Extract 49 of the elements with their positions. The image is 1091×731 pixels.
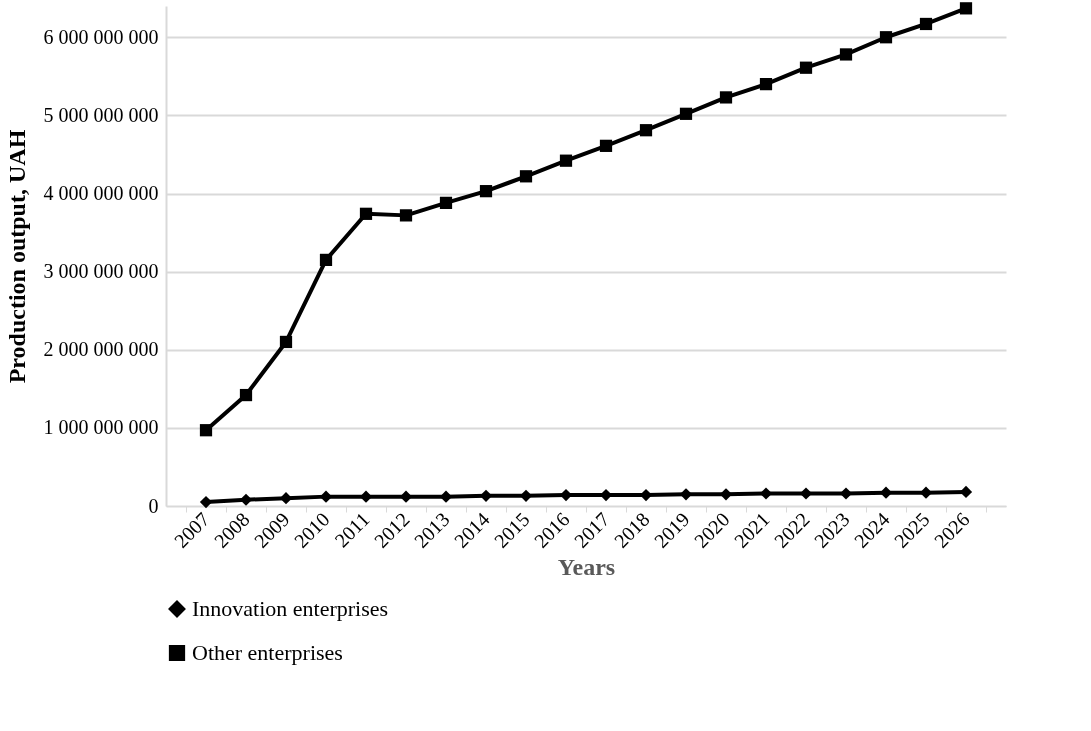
point — [479, 185, 493, 198]
point — [439, 196, 453, 209]
point — [679, 488, 693, 501]
point — [719, 91, 733, 104]
point — [759, 78, 773, 91]
point — [959, 2, 973, 15]
legend-label: Innovation enterprises — [192, 596, 389, 621]
point — [479, 489, 493, 502]
point — [799, 487, 813, 500]
y-tick-label: 1 000 000 000 — [43, 416, 159, 439]
y-tick-label: 3 000 000 000 — [43, 260, 159, 283]
point — [319, 490, 333, 503]
point — [919, 486, 933, 499]
point — [239, 388, 253, 402]
point — [279, 335, 293, 349]
point — [239, 493, 253, 506]
x-tick-label: 2011 — [330, 508, 374, 552]
point — [559, 154, 573, 167]
point — [839, 487, 853, 500]
point — [279, 492, 293, 505]
point — [359, 207, 373, 220]
point — [759, 487, 773, 500]
y-axis-title: Production output, UAH — [3, 129, 30, 384]
x-axis-title: Years — [557, 553, 616, 580]
point — [199, 424, 213, 437]
point — [519, 170, 533, 183]
y-tick-label: 4 000 000 000 — [43, 182, 159, 204]
point — [399, 490, 413, 503]
y-tick-label: 6 000 000 000 — [43, 25, 159, 48]
point — [639, 124, 653, 137]
y-tick-label: 5 000 000 000 — [43, 103, 159, 126]
point — [439, 490, 453, 503]
point — [799, 61, 813, 74]
y-tick-label: 2 000 000 000 — [43, 338, 159, 361]
point — [719, 488, 733, 501]
point — [399, 209, 413, 222]
legend-label: Other enterprises — [192, 640, 343, 665]
point — [519, 489, 533, 502]
point — [599, 139, 613, 152]
point — [199, 495, 213, 509]
point — [879, 486, 893, 499]
y-tick-label: 0 — [148, 494, 159, 517]
point — [839, 48, 853, 61]
point — [359, 490, 373, 503]
point — [919, 17, 933, 31]
point — [319, 253, 333, 267]
point — [879, 31, 893, 44]
point — [679, 107, 693, 120]
point — [959, 485, 973, 499]
